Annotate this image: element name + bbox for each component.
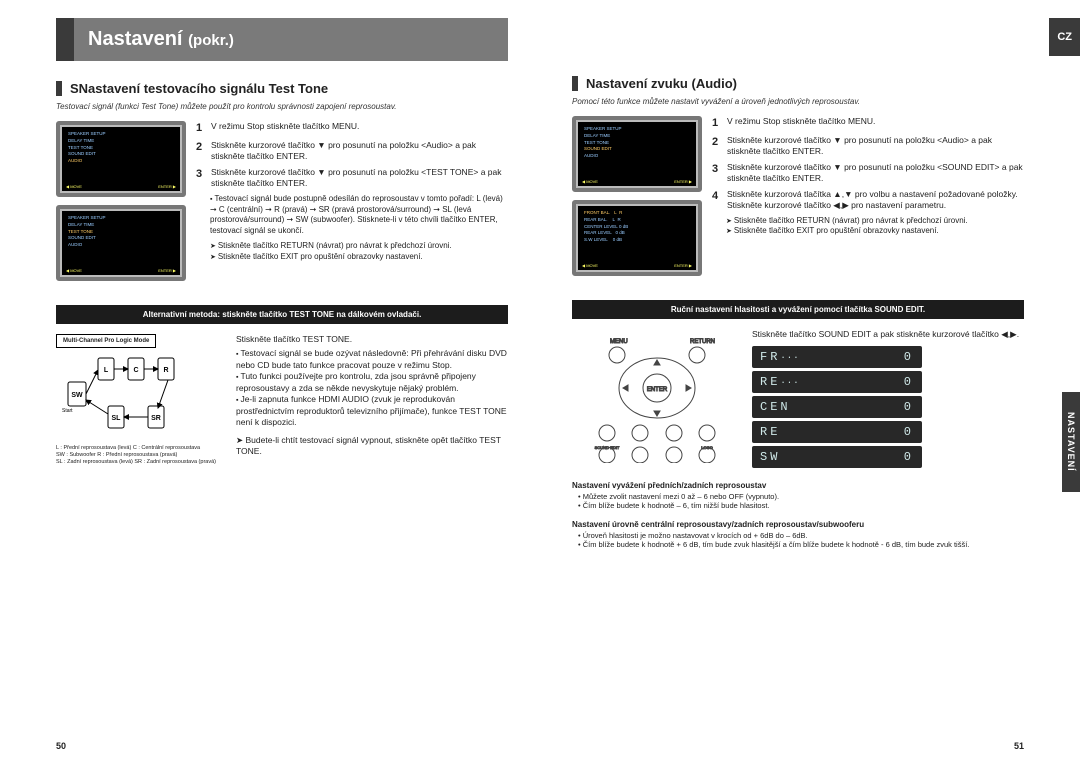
svg-text:C: C: [133, 367, 138, 374]
lcd-display: FR···0 RE···0 CEN0 RE0 SW0: [752, 346, 922, 468]
osd-screenshot-3: SPEAKER SETUPDELAY TIMETEST TONESOUND ED…: [572, 116, 702, 192]
step-arrows-r: Stiskněte tlačítko RETURN (návrat) pro n…: [726, 216, 1024, 238]
step-2: 2Stiskněte kurzorové tlačítko ▼ pro posu…: [196, 140, 508, 163]
screenshot-column: SPEAKER SETUPDELAY TIMETEST TONESOUND ED…: [56, 121, 186, 289]
step-arrows: Stiskněte tlačítko RETURN (návrat) pro n…: [210, 241, 508, 263]
remote-diagram: MENU RETURN ENTER SOU: [572, 329, 742, 471]
svg-text:R: R: [163, 367, 168, 374]
section-heading-test-tone: SNastavení testovacího signálu Test Tone: [56, 81, 508, 96]
settings-block: Nastavení vyvážení předních/zadních repr…: [572, 481, 1024, 549]
sound-edit-strip: Ruční nastavení hlasitosti a vyvážení po…: [572, 300, 1024, 319]
svg-text:MENU: MENU: [610, 339, 628, 345]
step-3: 3Stiskněte kurzorové tlačítko ▼ pro posu…: [196, 167, 508, 190]
intro-text-r: Pomocí této funkce můžete nastavit vyváž…: [572, 97, 1024, 106]
intro-text: Testovací signál (funkci Test Tone) může…: [56, 102, 508, 111]
page-right: CZ Nastavení zvuku (Audio) Pomocí této f…: [540, 0, 1080, 765]
svg-text:L: L: [104, 367, 109, 374]
osd-screenshot-2: SPEAKER SETUPDELAY TIMETEST TONESOUND ED…: [56, 205, 186, 281]
page-title-bar: Nastavení (pokr.): [56, 18, 508, 61]
svg-text:SR: SR: [151, 415, 161, 422]
step-bullets: Testovací signál bude postupně odesílán …: [210, 194, 508, 237]
svg-text:SL: SL: [112, 415, 122, 422]
page-left: Nastavení (pokr.) SNastavení testovacího…: [0, 0, 540, 765]
screenshot-column-r: SPEAKER SETUPDELAY TIMETEST TONESOUND ED…: [572, 116, 702, 284]
svg-text:SW: SW: [71, 392, 83, 399]
page-number-right: 51: [1014, 741, 1024, 751]
page-subtitle: (pokr.): [188, 32, 234, 49]
svg-text:LOGO: LOGO: [701, 445, 713, 450]
sound-edit-press: Stiskněte tlačítko SOUND EDIT a pak stis…: [752, 329, 1024, 340]
page-title: Nastavení: [88, 28, 183, 50]
language-badge: CZ: [1049, 18, 1080, 56]
lcd-cen: CEN0: [752, 396, 922, 418]
section-heading-audio: Nastavení zvuku (Audio): [572, 76, 1024, 91]
svg-text:ENTER: ENTER: [647, 387, 668, 393]
steps-list-r: 1V režimu Stop stiskně­te tlačítko MENU.…: [712, 116, 1024, 284]
alt-method-text: Stiskněte tlačítko TEST TONE. Testovací …: [236, 334, 508, 466]
step-1: 1V režimu Stop stiskně­te tlačítko MENU.: [196, 121, 508, 136]
osd-screenshot-1: SPEAKER SETUPDELAY TIMETEST TONESOUND ED…: [56, 121, 186, 197]
page-number-left: 50: [56, 741, 66, 751]
lcd-re: RE···0: [752, 371, 922, 393]
svg-text:SOUND EDIT: SOUND EDIT: [595, 445, 620, 450]
steps-list: 1V režimu Stop stiskně­te tlačítko MENU.…: [196, 121, 508, 289]
content-row-1: SPEAKER SETUPDELAY TIMETEST TONESOUND ED…: [56, 121, 508, 289]
lcd-fr: FR···0: [752, 346, 922, 368]
lcd-re2: RE0: [752, 421, 922, 443]
speaker-diagram: Multi-Channel Pro Logic Mode L C R SW SL SR: [56, 334, 226, 466]
svg-text:Start: Start: [62, 408, 73, 414]
side-tab: NASTAVENÍ: [1062, 392, 1080, 492]
alt-method-strip: Alternativní metoda: stiskněte tlačítko …: [56, 305, 508, 324]
diagram-caption: L : Přední reprosoustava (levá) C : Cent…: [56, 445, 226, 466]
osd-screenshot-4: FRONT BAL. L R REAR BAL. L R CENTER LEVE…: [572, 200, 702, 276]
diagram-mode-label: Multi-Channel Pro Logic Mode: [56, 334, 156, 348]
content-row-r: SPEAKER SETUPDELAY TIMETEST TONESOUND ED…: [572, 116, 1024, 284]
svg-text:RETURN: RETURN: [690, 339, 715, 345]
lcd-sw: SW0: [752, 446, 922, 468]
